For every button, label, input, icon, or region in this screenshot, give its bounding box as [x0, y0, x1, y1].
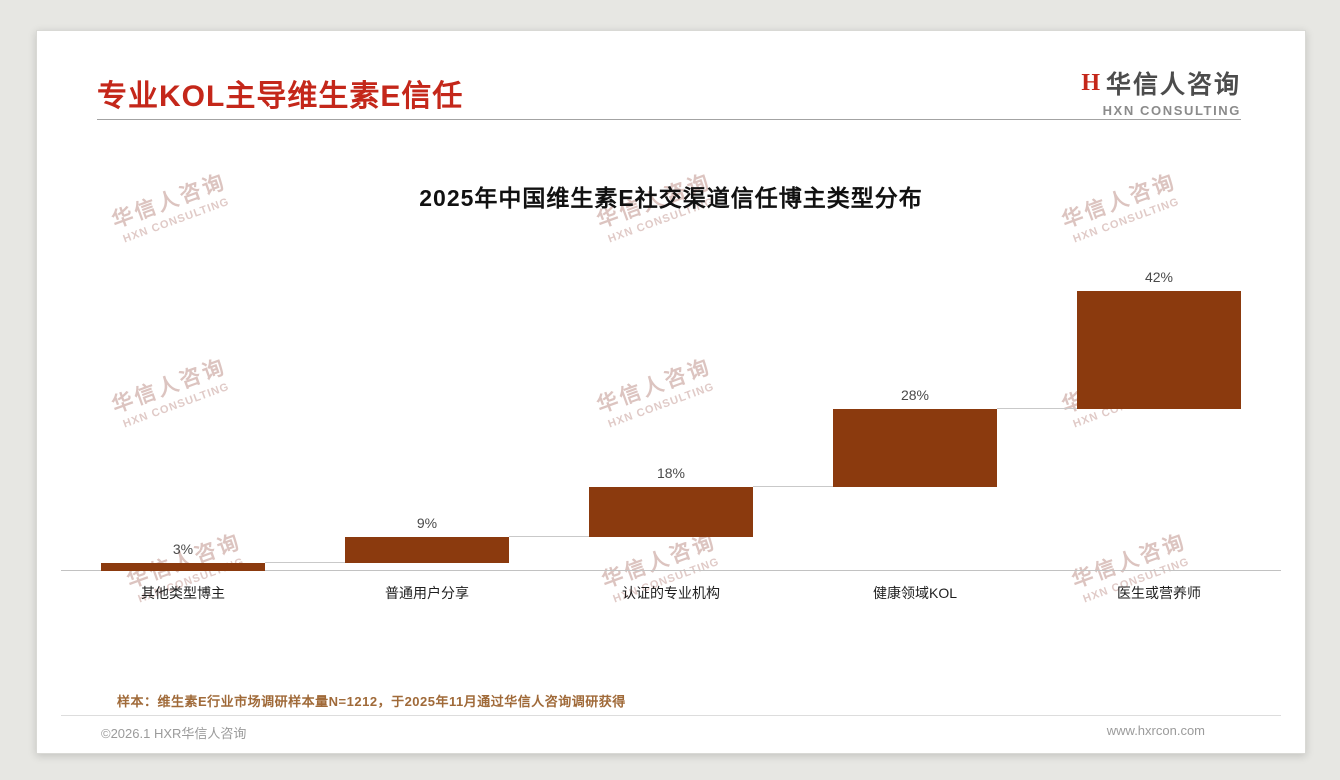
connector-line — [265, 561, 345, 563]
category-label-1: 其他类型博主 — [141, 585, 225, 601]
bar-3 — [589, 487, 753, 538]
category-axis: 其他类型博主 普通用户分享 认证的专业机构 健康领域KOL 医生或营养师 — [61, 583, 1281, 603]
x-axis-line — [61, 570, 1281, 571]
brand-logo-name: 华信人咨询 — [1105, 71, 1241, 99]
connector-line — [509, 536, 589, 538]
chart-title: 2025年中国维生素E社交渠道信任博主类型分布 — [419, 185, 923, 211]
website-text: www.hxrcon.com — [1106, 723, 1205, 738]
footer-divider — [61, 715, 1281, 716]
bar-4 — [833, 408, 997, 487]
source-note: 样本：维生素E行业市场调研样本量N=1212，于2025年11月通过华信人咨询调… — [117, 694, 626, 709]
value-label-4: 28% — [900, 386, 930, 403]
category-label-3: 认证的专业机构 — [622, 585, 720, 601]
bar-5 — [1077, 291, 1241, 409]
brand-logo: H 华信人咨询 HXN CONSULTING — [1081, 65, 1241, 118]
copyright-text: ©2026.1 HXR华信人咨询 — [101, 726, 247, 741]
bar-2 — [345, 537, 509, 563]
footer: ©2026.1 HXR华信人咨询 www.hxrcon.com — [101, 723, 1205, 742]
header-divider — [97, 119, 1241, 120]
value-label-2: 9% — [416, 515, 438, 532]
brand-logo-subtitle: HXN CONSULTING — [1102, 103, 1241, 118]
page-title: 专业KOL主导维生素E信任 — [97, 80, 464, 113]
bar-1 — [101, 562, 265, 571]
connector-line — [997, 407, 1077, 409]
card-content: 专业KOL主导维生素E信任 H 华信人咨询 HXN CONSULTING 202… — [37, 31, 1305, 753]
value-label-1: 3% — [172, 540, 194, 557]
plot-area: 3% 9% 18% 28% 42% — [61, 241, 1281, 571]
value-label-5: 42% — [1144, 269, 1174, 285]
connector-line — [753, 486, 833, 487]
brand-logo-row: H 华信人咨询 — [1081, 65, 1241, 101]
brand-logo-icon: H — [1081, 70, 1100, 96]
category-label-2: 普通用户分享 — [385, 585, 469, 601]
value-label-3: 18% — [656, 465, 686, 481]
report-card: 华信人咨询 HXN CONSULTING 华信人咨询 HXN CONSULTING 华信… — [36, 30, 1306, 754]
category-label-4: 健康领域KOL — [872, 585, 957, 601]
category-label-5: 医生或营养师 — [1117, 585, 1201, 601]
